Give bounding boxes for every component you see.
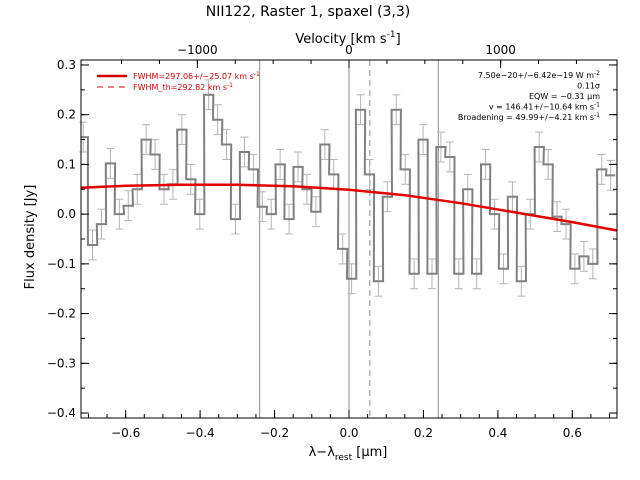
y-tick-label: 0.1 xyxy=(57,157,76,171)
top-axis-label: Velocity [km s-1] xyxy=(295,30,400,47)
legend-label: FWHM=297.06+/−25.07 km s-1 xyxy=(133,71,260,81)
annotation-text: EQW = −0.31 μm xyxy=(529,92,600,101)
x-axis-label: λ−λrest [μm] xyxy=(309,445,388,463)
annotation-text: 7.50e−20+/−6.42e−19 W m-2 xyxy=(478,70,600,80)
x-tick-label: 0.0 xyxy=(339,426,358,440)
legend-label: FWHM_th=292.82 km s-1 xyxy=(133,82,233,92)
x-tick-label: −0.6 xyxy=(111,426,140,440)
velocity-tick-label: 0 xyxy=(345,43,353,57)
x-tick-label: 0.6 xyxy=(563,426,582,440)
y-tick-label: −0.1 xyxy=(47,257,76,271)
velocity-tick-label: 1000 xyxy=(485,43,516,57)
annotation-text: Broadening = 49.99+/−4.21 km s-1 xyxy=(458,112,600,122)
fit-line xyxy=(80,183,618,232)
y-tick-label: −0.3 xyxy=(47,356,76,370)
reference-lines xyxy=(259,60,439,418)
chart-title: NII122, Raster 1, spaxel (3,3) xyxy=(206,4,411,20)
y-tick-label: 0.3 xyxy=(57,58,76,72)
y-tick-label: 0.2 xyxy=(57,108,76,122)
y-axis-label: Flux density [Jy] xyxy=(23,185,38,290)
y-tick-label: −0.2 xyxy=(47,307,76,321)
x-tick-label: −0.4 xyxy=(186,426,215,440)
spectrum-line xyxy=(81,93,616,283)
series-layer xyxy=(80,93,618,283)
annotation-text: v = 146.41+/−10.64 km s-1 xyxy=(489,102,600,112)
y-tick-label: −0.4 xyxy=(47,406,76,420)
x-tick-label: 0.4 xyxy=(488,426,507,440)
annotation-text: 0.11σ xyxy=(577,82,600,91)
axes: −0.6 −0.4 −0.2 0.0 0.2 0.4 0.6 0.3 0.2 0.1 0.0 −0.1… xyxy=(47,43,618,440)
x-tick-label: −0.2 xyxy=(260,426,289,440)
y-tick-label: 0.0 xyxy=(57,207,76,221)
legend: FWHM=297.06+/−25.07 km s-1FWHM_th=292.82… xyxy=(97,71,260,92)
velocity-tick-label: −1000 xyxy=(177,43,218,57)
x-tick-label: 0.2 xyxy=(414,426,433,440)
